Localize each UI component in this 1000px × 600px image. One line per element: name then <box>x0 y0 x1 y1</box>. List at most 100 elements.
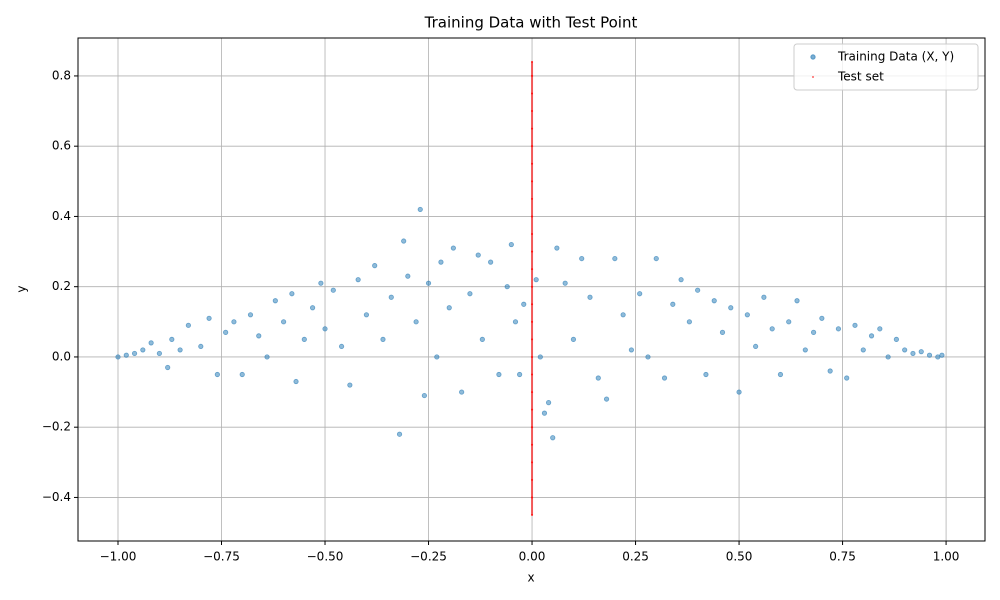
legend-marker <box>812 76 814 78</box>
training-point <box>918 349 924 355</box>
training-point <box>786 319 792 325</box>
training-point <box>603 396 610 402</box>
training-point <box>450 245 456 251</box>
training-point <box>860 347 866 353</box>
training-point <box>545 400 552 406</box>
training-point <box>827 368 833 374</box>
training-point <box>231 319 237 325</box>
training-point <box>819 315 825 321</box>
training-point <box>123 352 129 358</box>
training-point <box>479 336 485 342</box>
training-point <box>417 206 423 213</box>
training-point <box>301 336 307 342</box>
training-point <box>475 252 481 258</box>
training-point <box>686 319 692 325</box>
training-point <box>893 336 899 342</box>
training-point <box>885 354 891 360</box>
training-point <box>446 305 452 311</box>
training-point <box>293 378 299 385</box>
training-point <box>868 333 875 339</box>
training-point <box>769 326 775 332</box>
training-point <box>711 298 717 304</box>
training-point <box>620 312 626 318</box>
training-point <box>355 277 361 283</box>
training-point <box>140 347 146 353</box>
training-point <box>678 277 684 283</box>
training-point <box>910 350 916 357</box>
training-point <box>421 392 427 399</box>
x-axis-label: x <box>527 571 534 585</box>
training-point <box>504 284 510 290</box>
training-point <box>835 326 842 332</box>
training-point <box>554 245 560 251</box>
training-point <box>508 241 514 248</box>
training-point <box>939 352 945 358</box>
y-axis-label: y <box>15 285 29 292</box>
training-point <box>380 336 386 342</box>
legend-marker <box>810 54 816 60</box>
training-point <box>488 259 494 265</box>
legend-label: Training Data (X, Y) <box>837 50 954 64</box>
training-point <box>703 371 709 378</box>
training-point <box>338 343 345 350</box>
training-point <box>541 410 548 416</box>
x-tick-label: 1.00 <box>933 550 960 564</box>
x-tick-label: 0.75 <box>829 550 856 564</box>
training-point <box>425 280 432 286</box>
training-point <box>512 319 519 325</box>
training-point <box>587 294 593 300</box>
training-point <box>570 336 577 342</box>
training-point <box>289 291 295 297</box>
training-point <box>852 322 858 328</box>
training-point <box>562 280 568 286</box>
training-point <box>256 333 262 339</box>
training-point <box>612 255 618 262</box>
training-point <box>214 371 220 378</box>
training-point <box>272 298 278 304</box>
training-point <box>777 371 784 378</box>
y-tick-label: 0.8 <box>52 68 71 82</box>
training-point <box>595 375 601 381</box>
training-point <box>165 364 171 371</box>
training-point <box>496 371 502 378</box>
y-tick-label: 0.6 <box>52 139 71 153</box>
x-tick-label: 0.50 <box>726 550 753 564</box>
training-point <box>185 322 191 328</box>
training-point <box>131 350 138 357</box>
x-tick-label: −0.75 <box>203 550 240 564</box>
training-point <box>926 352 933 358</box>
training-point <box>653 255 659 262</box>
training-point <box>761 294 767 300</box>
y-tick-label: −0.2 <box>42 420 71 434</box>
chart-title: Training Data with Test Point <box>424 14 638 32</box>
training-point <box>533 277 539 283</box>
training-point <box>438 259 444 265</box>
x-tick-label: −0.25 <box>410 550 447 564</box>
training-point <box>579 255 585 262</box>
training-point <box>645 354 651 360</box>
training-point <box>719 329 726 335</box>
training-point <box>670 301 676 307</box>
training-point <box>115 354 121 360</box>
training-point <box>467 291 473 297</box>
training-point <box>148 340 154 346</box>
training-point <box>794 298 800 304</box>
training-point <box>318 280 324 286</box>
training-point <box>239 371 245 378</box>
training-point <box>902 347 908 353</box>
y-tick-label: 0.4 <box>52 209 71 223</box>
training-point <box>206 315 212 321</box>
training-point <box>695 287 701 293</box>
training-point <box>628 347 635 353</box>
training-point <box>169 336 175 342</box>
training-point <box>322 326 328 332</box>
training-point <box>388 294 394 300</box>
x-tick-label: 0.00 <box>519 550 546 564</box>
training-point <box>459 389 465 395</box>
training-point <box>330 287 336 293</box>
training-point <box>802 347 808 353</box>
training-point <box>810 329 817 335</box>
x-tick-label: 0.25 <box>622 550 649 564</box>
